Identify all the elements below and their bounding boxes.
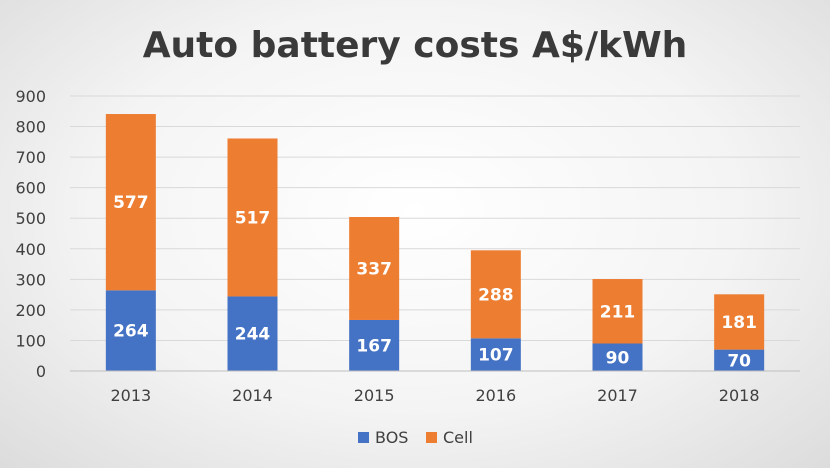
bar-segment xyxy=(105,290,156,371)
y-tick-label: 500 xyxy=(15,209,46,228)
y-tick-label: 800 xyxy=(15,118,46,137)
bar-segment xyxy=(349,319,400,371)
bar-segment xyxy=(349,217,400,320)
legend-swatch xyxy=(426,432,437,443)
x-axis-ticks: 2013 2014 2015 2016 2017 2018 xyxy=(110,386,759,405)
bar-cell-2013: 577 xyxy=(105,114,156,291)
gridlines xyxy=(70,95,800,341)
data-label: 167 xyxy=(356,336,392,356)
data-label: 107 xyxy=(478,346,514,366)
x-tick-label: 2016 xyxy=(475,386,516,405)
data-label: 211 xyxy=(600,302,636,322)
bar-bos-2017: 90 xyxy=(592,343,643,371)
y-tick-label: 600 xyxy=(15,179,46,198)
x-tick-label: 2017 xyxy=(597,386,638,405)
legend-swatch xyxy=(358,432,369,443)
legend-item-cell: Cell xyxy=(426,428,473,447)
x-tick-label: 2014 xyxy=(232,386,273,405)
bar-segment xyxy=(105,114,156,291)
x-tick-label: 2013 xyxy=(110,386,151,405)
data-label: 337 xyxy=(356,259,392,279)
bar-bos-2015: 167 xyxy=(349,319,400,371)
bar-cell-2018: 181 xyxy=(714,294,765,350)
legend-label: BOS xyxy=(375,428,408,447)
x-tick-label: 2018 xyxy=(719,386,760,405)
bar-segment xyxy=(592,279,643,344)
y-tick-label: 100 xyxy=(15,331,46,350)
bar-cell-2015: 337 xyxy=(349,217,400,320)
y-tick-label: 900 xyxy=(15,87,46,106)
chart-title: Auto battery costs A$/kWh xyxy=(143,25,688,66)
bar-bos-2016: 107 xyxy=(470,338,521,371)
bar-segment xyxy=(227,138,278,297)
data-label: 90 xyxy=(606,348,630,368)
bar-cell-2017: 211 xyxy=(592,279,643,344)
y-tick-label: 300 xyxy=(15,270,46,289)
y-axis-ticks: 0 100 200 300 400 500 600 700 800 900 xyxy=(15,87,46,381)
bar-segment xyxy=(227,296,278,371)
bar-segment xyxy=(470,250,521,339)
bar-segment xyxy=(470,338,521,371)
bar-bos-2013: 264 xyxy=(105,290,156,371)
bar-segment xyxy=(714,294,765,350)
legend-item-bos: BOS xyxy=(358,428,408,447)
y-tick-label: 0 xyxy=(36,362,46,381)
bar-bos-2014: 244 xyxy=(227,296,278,371)
bar-segment xyxy=(714,349,765,371)
data-label: 244 xyxy=(235,325,271,345)
y-tick-label: 200 xyxy=(15,301,46,320)
bars: 264 577 244 517 167 337 107 288 90 211 70 181 xyxy=(105,114,765,371)
bar-cell-2016: 288 xyxy=(470,250,521,339)
bar-bos-2018: 70 xyxy=(714,349,765,371)
legend-label: Cell xyxy=(443,428,473,447)
data-label: 70 xyxy=(727,351,751,371)
data-label: 517 xyxy=(235,208,271,228)
bar-cell-2014: 517 xyxy=(227,138,278,297)
bar-segment xyxy=(592,343,643,371)
data-label: 288 xyxy=(478,285,514,305)
y-tick-label: 700 xyxy=(15,148,46,167)
y-tick-label: 400 xyxy=(15,240,46,259)
data-label: 181 xyxy=(721,313,757,333)
data-label: 577 xyxy=(113,193,149,213)
legend: BOS Cell xyxy=(358,428,473,447)
x-tick-label: 2015 xyxy=(354,386,395,405)
data-label: 264 xyxy=(113,322,149,342)
